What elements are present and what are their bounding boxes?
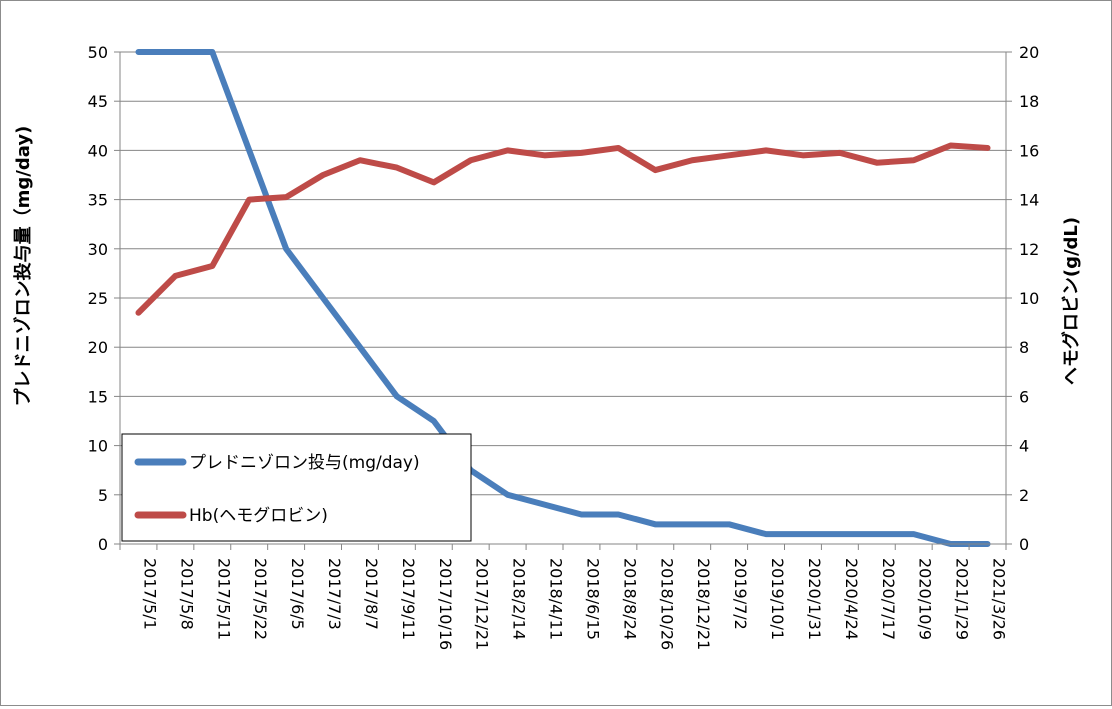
left-y-tick-label: 20 <box>88 338 108 357</box>
legend-label-hb: Hb(ヘモグロビン) <box>189 506 328 526</box>
left-y-tick-label: 50 <box>88 43 108 62</box>
left-y-tick-label: 5 <box>98 486 108 505</box>
right-y-tick-label: 14 <box>1019 191 1039 210</box>
left-y-tick-label: 35 <box>88 191 108 210</box>
gridlines <box>120 52 1006 495</box>
left-y-tick-label: 10 <box>88 437 108 456</box>
x-tick-labels: 2017/5/1 2017/5/8 2017/5/11 2017/5/22 2017/6… <box>140 558 1008 650</box>
right-y-tick-label: 20 <box>1019 43 1039 62</box>
right-y-tick-label: 0 <box>1019 535 1029 554</box>
x-tick-label: 2017/9/11 <box>399 558 418 640</box>
right-y-tick-label: 12 <box>1019 240 1039 259</box>
right-y-axis-title: ヘモグロビン(g/dL) <box>1060 217 1082 385</box>
x-tick-label: 2019/7/2 <box>731 558 750 630</box>
series-line-hb <box>138 145 987 312</box>
left-y-tick-labels: 0 5 10 15 20 25 30 35 40 45 50 <box>88 43 108 554</box>
x-tick-label: 2017/10/16 <box>436 558 455 650</box>
x-tick-label: 2017/6/5 <box>288 558 307 630</box>
x-tick-label: 2018/4/11 <box>547 558 566 640</box>
right-y-tick-label: 18 <box>1019 92 1039 111</box>
x-tick-label: 2017/5/22 <box>251 558 270 640</box>
x-tick-label: 2020/7/17 <box>879 558 898 640</box>
x-tick-label: 2017/5/11 <box>214 558 233 640</box>
left-y-axis-title: プレドニゾロン投与量（mg/day) <box>12 126 34 407</box>
x-tick-label: 2021/3/26 <box>990 558 1009 640</box>
x-tick-label: 2018/6/15 <box>583 558 602 640</box>
right-y-tick-labels: 0 2 4 6 8 10 12 14 16 18 20 <box>1019 43 1039 554</box>
x-tick-label: 2020/1/31 <box>805 558 824 640</box>
right-y-tick-label: 2 <box>1019 486 1029 505</box>
x-tick-label: 2018/8/24 <box>620 558 639 640</box>
x-tick-label: 2021/1/29 <box>953 558 972 640</box>
x-tick-label: 2018/12/21 <box>694 558 713 650</box>
right-y-tick-label: 4 <box>1019 437 1029 456</box>
left-y-tick-label: 30 <box>88 240 108 259</box>
right-y-tick-label: 8 <box>1019 338 1029 357</box>
x-tick-label: 2018/2/14 <box>510 558 529 640</box>
x-tick-label: 2017/7/3 <box>325 558 344 630</box>
left-y-tick-label: 45 <box>88 92 108 111</box>
x-tick-label: 2017/5/1 <box>140 558 159 630</box>
x-tick-label: 2017/12/21 <box>473 558 492 650</box>
left-y-tick-label: 40 <box>88 141 108 160</box>
right-y-tick-label: 6 <box>1019 387 1029 406</box>
right-y-tick-label: 10 <box>1019 289 1039 308</box>
x-tick-label: 2017/8/7 <box>362 558 381 630</box>
left-y-tick-label: 0 <box>98 535 108 554</box>
x-tick-label: 2020/10/9 <box>916 558 935 640</box>
left-y-tick-label: 25 <box>88 289 108 308</box>
right-y-tick-label: 16 <box>1019 141 1039 160</box>
x-tick-label: 2018/10/26 <box>657 558 676 650</box>
x-tick-label: 2020/4/24 <box>842 558 861 640</box>
left-y-tick-label: 15 <box>88 387 108 406</box>
legend-label-prednisolone: プレドニゾロン投与(mg/day) <box>189 453 420 473</box>
x-tick-label: 2017/5/8 <box>177 558 196 630</box>
legend: プレドニゾロン投与(mg/day) Hb(ヘモグロビン) <box>122 434 471 541</box>
x-tick-label: 2019/10/1 <box>768 558 787 640</box>
